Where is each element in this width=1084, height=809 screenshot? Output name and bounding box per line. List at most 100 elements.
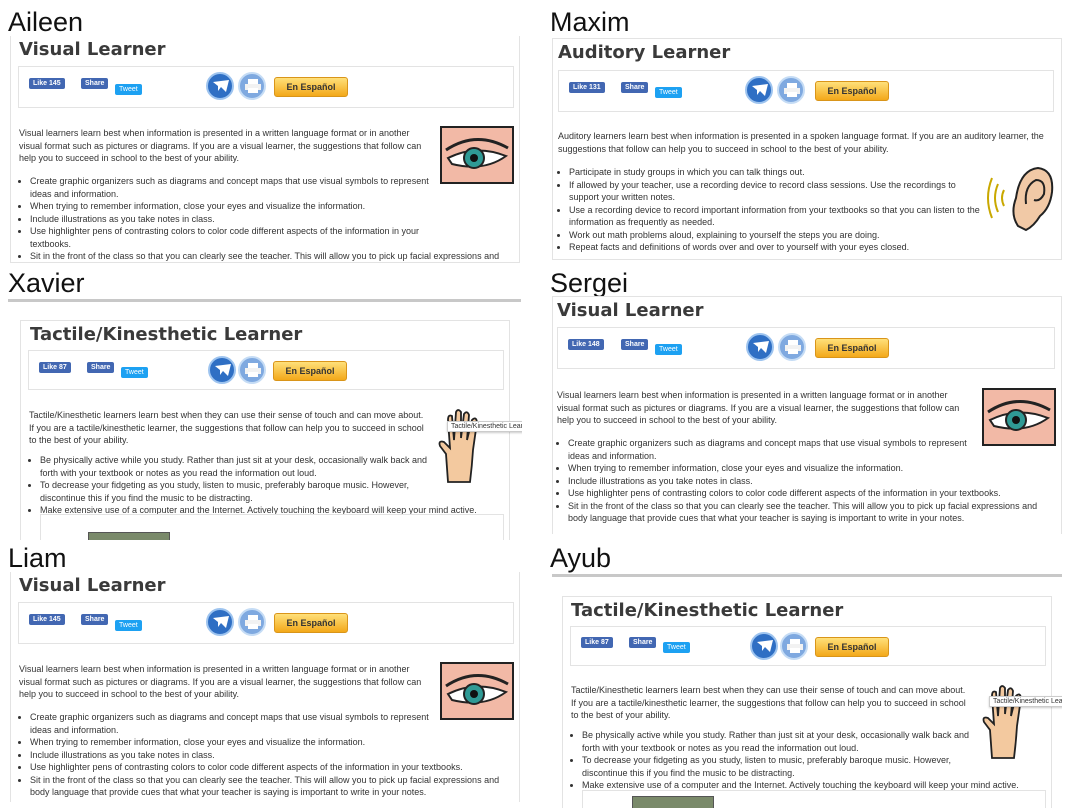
intro-paragraph: Visual learners learn best when informat… [19,664,422,699]
screenshot-liam: Visual Learner Like 145 Share Tweet En E… [10,572,522,802]
facebook-share-button[interactable]: Share [629,637,657,648]
email-button[interactable] [208,356,236,384]
divider [8,299,521,302]
page-title: Visual Learner [557,300,704,321]
divider [552,574,1062,577]
email-button[interactable] [746,333,774,361]
list-item: Repeat facts and definitions of words ov… [569,241,983,254]
list-item: Be physically active while you study. Ra… [40,454,444,479]
mail-icon [753,341,769,353]
tweet-button[interactable]: Tweet [121,367,148,378]
share-bar: Like 87 Share Tweet En Español [570,626,1046,666]
intro-paragraph: Visual learners learn best when informat… [557,390,960,425]
spanish-version-button[interactable]: En Español [815,338,889,358]
facebook-like-button[interactable]: Like 131 [569,82,605,93]
list-item: When trying to remember information, clo… [568,462,982,475]
image-tooltip: Tactile/Kinesthetic Learr [989,696,1062,707]
facebook-share-button[interactable]: Share [87,362,115,373]
screenshot-aileen: Visual Learner Like 145 Share Tweet En E… [10,36,522,264]
intro-paragraph: Auditory learners learn best when inform… [558,131,1044,154]
list-item: Use highlighter pens of contrasting colo… [30,761,500,774]
list-item: Participate in study groups in which you… [569,166,983,179]
share-bar: Like 145 Share Tweet En Español [18,66,514,108]
tweet-button[interactable]: Tweet [663,642,690,653]
list-item: Include illustrations as you take notes … [568,475,982,488]
tweet-button[interactable]: Tweet [115,620,142,631]
spanish-version-button[interactable]: En Español [273,361,347,381]
image-tooltip: Tactile/Kinesthetic Learr [447,421,522,432]
printer-icon [245,363,261,377]
facebook-like-button[interactable]: Like 148 [568,339,604,350]
print-button[interactable] [778,333,806,361]
list-item: Use highlighter pens of contrasting colo… [30,225,444,250]
book-image [88,532,170,540]
ear-illustration [987,166,1054,232]
list-item: Include illustrations as you take notes … [30,213,444,226]
print-button[interactable] [238,72,266,100]
spanish-version-button[interactable]: En Español [815,637,889,657]
tweet-button[interactable]: Tweet [655,344,682,355]
list-item: Make extensive use of a computer and the… [582,779,1032,792]
facebook-like-button[interactable]: Like 87 [39,362,71,373]
person-name-sergei: Sergei [550,268,629,298]
intro-paragraph: Visual learners learn best when informat… [19,128,422,163]
list-item: To decrease your fidgeting as you study,… [40,479,444,504]
page-title: Visual Learner [19,575,166,596]
mail-icon [215,364,231,376]
facebook-like-button[interactable]: Like 145 [29,78,65,89]
list-item: Create graphic organizers such as diagra… [568,437,982,462]
tips-list: Create graphic organizers such as diagra… [19,175,499,264]
person-name-aileen: Aileen [8,7,84,37]
tips-list: Participate in study groups in which you… [558,166,983,254]
share-bar: Like 131 Share Tweet En Español [558,70,1054,112]
list-item: Sit in the front of the class so that yo… [30,774,510,799]
list-item: Use a recording device to record importa… [569,204,983,229]
list-item: To decrease your fidgeting as you study,… [582,754,986,779]
screenshot-maxim: Auditory Learner Like 131 Share Tweet En… [552,38,1062,260]
screenshot-xavier: Tactile/Kinesthetic Learner Like 87 Shar… [20,320,522,540]
mail-icon [752,84,768,96]
tips-list: Create graphic organizers such as diagra… [557,437,1037,525]
share-bar: Like 145 Share Tweet En Español [18,602,514,644]
list-item: When trying to remember information, clo… [30,736,444,749]
page-title: Tactile/Kinesthetic Learner [571,600,844,621]
print-button[interactable] [238,608,266,636]
list-item: Use highlighter pens of contrasting colo… [568,487,1038,500]
print-button[interactable] [777,76,805,104]
list-item: Be physically active while you study. Ra… [582,729,986,754]
share-bar: Like 148 Share Tweet En Español [557,327,1055,369]
facebook-like-button[interactable]: Like 87 [581,637,613,648]
person-name-xavier: Xavier [8,268,85,298]
email-button[interactable] [750,632,778,660]
mail-icon [213,80,229,92]
screenshot-ayub: Tactile/Kinesthetic Learner Like 87 Shar… [562,596,1062,808]
printer-icon [785,340,801,354]
print-button[interactable] [780,632,808,660]
facebook-share-button[interactable]: Share [621,339,649,350]
list-item: Create graphic organizers such as diagra… [30,711,444,736]
email-button[interactable] [206,608,234,636]
share-bar: Like 87 Share Tweet En Español [28,350,504,390]
list-item: Sit in the front of the class so that yo… [30,250,510,264]
spanish-version-button[interactable]: En Español [815,81,889,101]
person-name-ayub: Ayub [550,543,612,573]
facebook-share-button[interactable]: Share [81,78,109,89]
facebook-like-button[interactable]: Like 145 [29,614,65,625]
spanish-version-button[interactable]: En Español [274,77,348,97]
tweet-button[interactable]: Tweet [655,87,682,98]
printer-icon [245,615,261,629]
tweet-button[interactable]: Tweet [115,84,142,95]
list-item: If allowed by your teacher, use a record… [569,179,983,204]
facebook-share-button[interactable]: Share [621,82,649,93]
mail-icon [213,616,229,628]
facebook-share-button[interactable]: Share [81,614,109,625]
email-button[interactable] [206,72,234,100]
page-title: Auditory Learner [558,42,731,63]
printer-icon [784,83,800,97]
intro-paragraph: Tactile/Kinesthetic learners learn best … [571,685,966,720]
tips-list: Be physically active while you study. Ra… [571,729,1019,792]
print-button[interactable] [238,356,266,384]
spanish-version-button[interactable]: En Español [274,613,348,633]
email-button[interactable] [745,76,773,104]
list-item: Make extensive use of a computer and the… [40,504,490,517]
